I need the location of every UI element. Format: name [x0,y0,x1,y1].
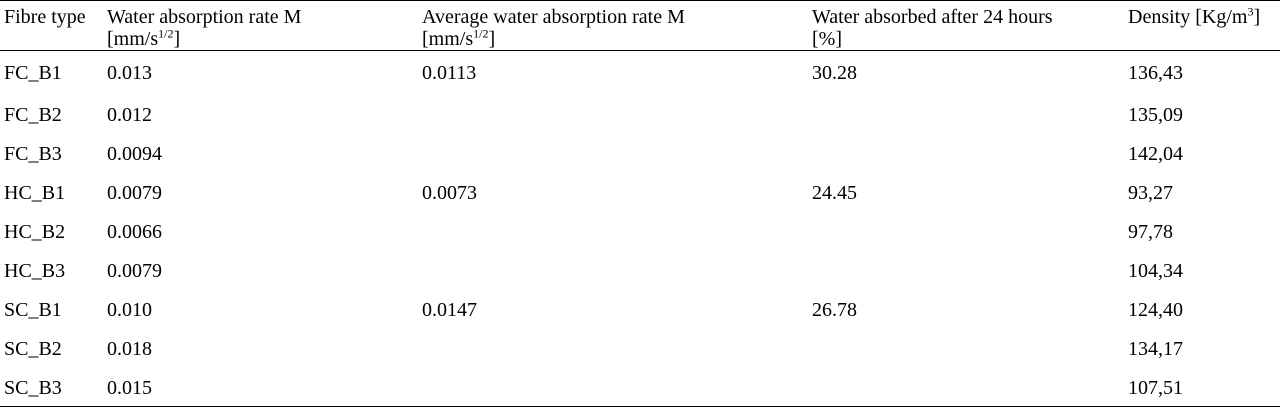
header-unit: [%] [812,28,842,50]
cell-fibre-type: HC_B1 [4,181,66,204]
header-water-absorbed-24h: Water absorbed after 24 hours [%] [808,0,1124,51]
header-text: Water absorbed after 24 hours [812,6,1053,28]
header-unit: [mm/s1/2] [422,26,808,50]
cell-density: 104,34 [1128,259,1183,282]
cell-density: 97,78 [1128,220,1173,243]
header-density: Density [Kg/m3] [1124,0,1280,51]
table-row: HC_B3 0.0079 104,34 [0,249,1280,288]
cell-average-absorption-rate: 0.0147 [422,298,477,321]
cell-fibre-type: SC_B3 [0,365,103,407]
cell-absorption-rate: 0.0094 [107,142,162,165]
cell-water-absorbed [808,93,1124,132]
unit-text: [mm/s [107,28,159,50]
cell-density: 134,17 [1128,337,1183,360]
header-text: Average water absorption rate M [422,6,685,28]
cell-density: 135,09 [1128,103,1183,126]
cell-absorption-rate: 0.0066 [107,220,162,243]
cell-fibre-type: SC_B1 [4,298,62,321]
table-row: FC_B1 0.013 0.0113 30.28 136,43 [0,51,1280,93]
cell-water-absorbed [808,327,1124,366]
cell-fibre-type: FC_B1 [4,62,62,84]
table-header: Fibre type Water absorption rate M [mm/s… [0,0,1280,51]
cell-density: 142,04 [1128,142,1183,165]
table-row: SC_B3 0.015 107,51 [0,365,1280,407]
cell-average-absorption-rate [418,249,808,288]
cell-absorption-rate: 0.013 [107,62,152,84]
cell-average-absorption-rate [418,132,808,171]
cell-density: 136,43 [1128,62,1183,84]
table-row: HC_B2 0.0066 97,78 [0,210,1280,249]
table-row: FC_B2 0.012 135,09 [0,93,1280,132]
cell-water-absorbed [808,365,1124,407]
cell-average-absorption-rate: 0.0073 [422,181,477,204]
unit-close: ] [173,28,181,50]
unit-superscript: 3 [1247,4,1254,19]
cell-fibre-type: SC_B2 [4,337,62,360]
header-water-absorption-rate: Water absorption rate M [mm/s1/2] [103,0,418,51]
cell-fibre-type: HC_B3 [4,259,66,282]
header-text: Fibre type [4,6,86,28]
header-text: Water absorption rate M [107,6,302,28]
cell-water-absorbed: 26.78 [812,298,857,321]
cell-water-absorbed: 30.28 [812,62,857,84]
cell-density: 93,27 [1128,181,1173,204]
cell-absorption-rate: 0.012 [107,103,152,126]
header-row: Fibre type Water absorption rate M [mm/s… [0,0,1280,51]
unit-superscript: 1/2 [473,26,489,41]
cell-absorption-rate: 0.0079 [107,181,162,204]
cell-average-absorption-rate [418,365,808,407]
header-unit: [mm/s1/2] [107,26,418,50]
cell-water-absorbed [808,249,1124,288]
table-row: SC_B2 0.018 134,17 [0,327,1280,366]
cell-absorption-rate: 0.015 [103,365,418,407]
table-row: SC_B1 0.010 0.0147 26.78 124,40 [0,288,1280,327]
unit-text: [mm/s [422,28,474,50]
table-row: FC_B3 0.0094 142,04 [0,132,1280,171]
cell-absorption-rate: 0.010 [107,298,152,321]
cell-absorption-rate: 0.0079 [107,259,162,282]
cell-fibre-type: HC_B2 [4,220,66,243]
header-fibre-type: Fibre type [0,0,103,51]
cell-fibre-type: FC_B3 [4,142,62,165]
cell-water-absorbed: 24.45 [812,181,857,204]
cell-density: 124,40 [1128,298,1183,321]
cell-average-absorption-rate [418,93,808,132]
cell-average-absorption-rate [418,327,808,366]
cell-fibre-type: FC_B2 [4,103,62,126]
unit-superscript: 1/2 [158,26,174,41]
table-body: FC_B1 0.013 0.0113 30.28 136,43 FC_B2 0.… [0,51,1280,407]
cell-average-absorption-rate [418,210,808,249]
cell-absorption-rate: 0.018 [107,337,152,360]
cell-water-absorbed [808,132,1124,171]
cell-density: 107,51 [1124,365,1280,407]
header-average-water-absorption-rate: Average water absorption rate M [mm/s1/2… [418,0,808,51]
cell-average-absorption-rate: 0.0113 [422,62,477,84]
cell-water-absorbed [808,210,1124,249]
unit-close: ] [1253,6,1261,28]
unit-close: ] [488,28,496,50]
table-row: HC_B1 0.0079 0.0073 24.45 93,27 [0,171,1280,210]
header-text: Density [Kg/m [1128,6,1248,28]
